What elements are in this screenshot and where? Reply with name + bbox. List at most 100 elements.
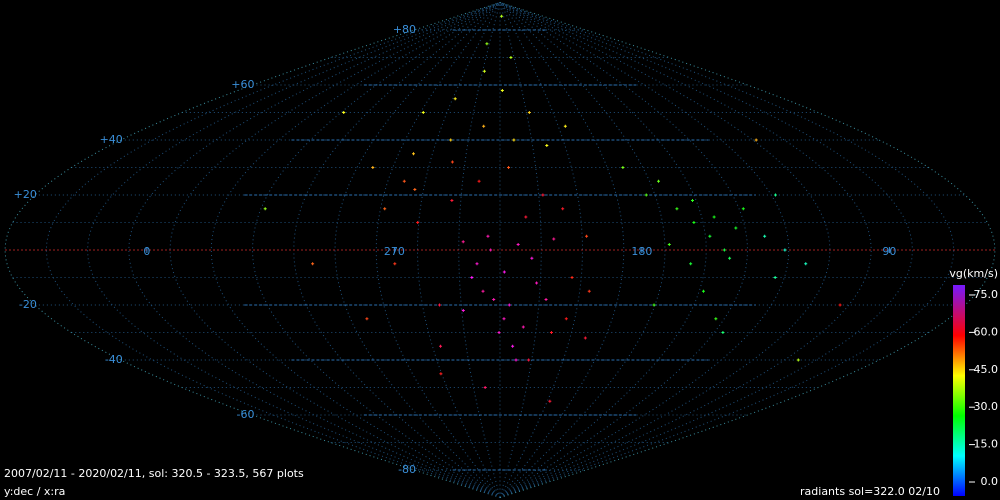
radiant-point — [507, 166, 511, 169]
colorbar-tick-label: 30.0 — [974, 400, 999, 413]
radiant-point — [449, 138, 453, 142]
colorbar-tick-label: 0.0 — [981, 475, 999, 488]
radiant-point — [521, 325, 525, 329]
colorbar-tick-label: 15.0 — [974, 438, 999, 451]
radiant-point — [481, 289, 485, 293]
radiant-cross — [263, 207, 267, 211]
colorbar-tick-label: 45.0 — [974, 363, 999, 376]
radiant-cross — [714, 317, 718, 321]
radiant-cross — [692, 221, 696, 224]
graticule-meridian — [499, 2, 872, 498]
radiant-cross — [507, 166, 511, 169]
radiant-cross — [545, 144, 549, 147]
radiant-cross — [461, 309, 465, 312]
radiant-cross — [530, 256, 534, 260]
radiant-point — [527, 358, 531, 362]
radiant-point — [502, 317, 506, 321]
radiant-point — [564, 317, 568, 321]
radiant-point — [763, 234, 767, 238]
x-tick-label: 270 — [384, 245, 405, 258]
radiant-point — [421, 111, 425, 114]
radiant-cross — [470, 276, 474, 279]
radiant-point — [692, 221, 696, 224]
axis-label: y:dec / x:ra — [4, 485, 65, 498]
radiant-point — [486, 234, 490, 238]
radiant-point — [512, 138, 516, 142]
radiant-cross — [450, 199, 454, 202]
radiant-point — [587, 289, 591, 293]
radiant-cross — [492, 298, 496, 301]
radiant-cross — [475, 262, 479, 266]
radiant-point — [734, 226, 738, 230]
radiant-cross — [621, 166, 625, 169]
radiant-cross — [383, 207, 387, 211]
radiant-point — [570, 276, 574, 279]
radiant-cross — [712, 215, 716, 219]
radiant-cross — [500, 14, 504, 18]
radiant-point — [450, 199, 454, 202]
y-tick-label: -80 — [398, 463, 416, 476]
radiant-point — [657, 179, 661, 183]
radiant-point — [311, 262, 315, 266]
radiant-cross — [507, 303, 511, 307]
radiant-cross — [721, 331, 725, 334]
radiant-cross — [804, 262, 808, 266]
radiant-cross — [773, 193, 777, 197]
radiant-point — [773, 276, 777, 279]
radiant-point — [838, 303, 842, 307]
radiant-cross — [449, 138, 453, 142]
radiant-point — [450, 160, 454, 164]
radiant-cross — [689, 262, 693, 266]
y-tick-label: -40 — [105, 353, 123, 366]
radiant-point — [516, 243, 520, 246]
radiant-point — [783, 248, 787, 252]
colorbar-label: vg(km/s) — [949, 267, 998, 280]
radiant-cross — [393, 262, 397, 266]
radiant-point — [535, 281, 539, 285]
radiant-point — [263, 207, 267, 211]
radiant-point — [482, 124, 486, 128]
radiant-cross — [783, 248, 787, 252]
radiant-point — [548, 399, 552, 403]
graticule-meridian — [499, 2, 749, 498]
radiant-point — [714, 317, 718, 321]
x-tick-label: 90 — [882, 245, 896, 258]
radiant-point — [689, 262, 693, 266]
radiant-point — [549, 331, 553, 334]
radiant-point — [393, 262, 397, 266]
radiant-point — [439, 344, 443, 348]
radiant-cross — [796, 358, 800, 362]
radiant-point — [461, 309, 465, 312]
radiant-point — [489, 248, 493, 252]
radiant-cross — [667, 243, 671, 246]
radiant-cross — [311, 262, 315, 266]
graticule-meridian — [86, 2, 501, 498]
radiant-point — [530, 256, 534, 260]
graticule-meridian — [169, 2, 501, 498]
radiant-point — [712, 215, 716, 219]
points — [263, 14, 842, 403]
radiant-point — [583, 336, 587, 340]
radiant-cross — [438, 303, 442, 307]
x-tick-label: 180 — [631, 245, 652, 258]
y-tick-label: +20 — [14, 188, 37, 201]
radiant-point — [741, 207, 745, 211]
radiant-cross — [509, 56, 513, 59]
graticule-meridian — [499, 2, 666, 498]
radiant-point — [675, 207, 679, 211]
radiant-point — [690, 199, 694, 202]
radiant-point — [439, 372, 443, 376]
radiant-cross — [514, 358, 518, 362]
radiant-point — [701, 289, 705, 293]
radiant-cross — [421, 111, 425, 114]
radiant-cross — [524, 215, 528, 219]
radiant-point — [402, 179, 406, 183]
radiant-cross — [477, 179, 481, 183]
radiant-cross — [516, 243, 520, 246]
radiant-cross — [416, 221, 420, 224]
radiant-point — [796, 358, 800, 362]
radiant-cross — [502, 317, 506, 321]
radiant-cross — [838, 303, 842, 307]
radiant-point — [561, 207, 565, 211]
radiant-point — [485, 42, 489, 46]
